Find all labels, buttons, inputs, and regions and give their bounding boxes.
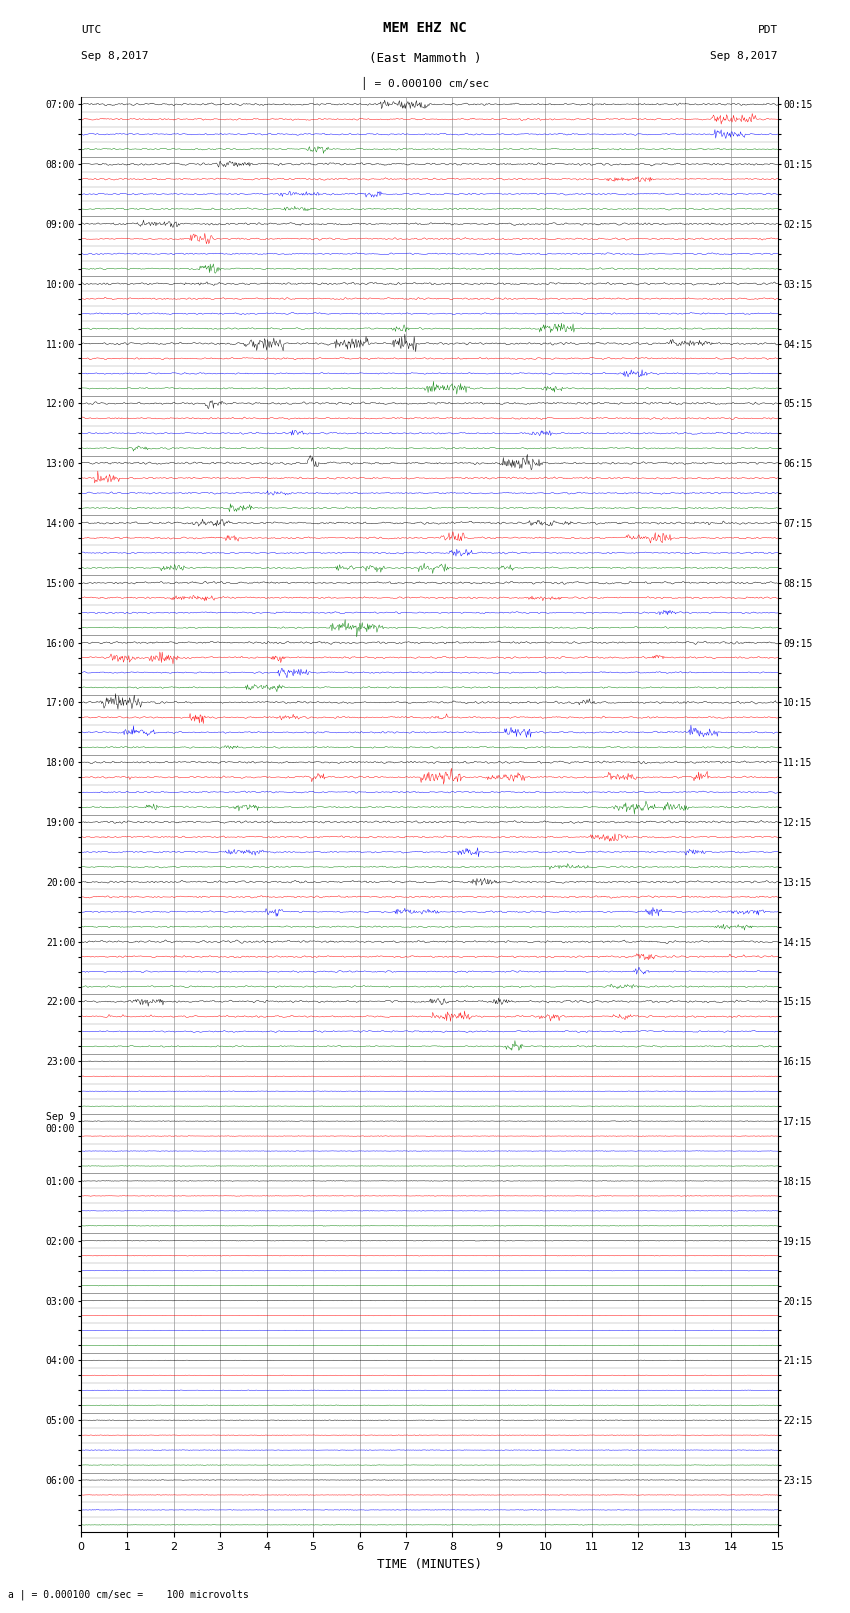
Text: PDT: PDT [757,26,778,35]
Text: │ = 0.000100 cm/sec: │ = 0.000100 cm/sec [361,77,489,90]
Text: (East Mammoth ): (East Mammoth ) [369,52,481,65]
Text: MEM EHZ NC: MEM EHZ NC [383,21,467,35]
Text: Sep 8,2017: Sep 8,2017 [81,52,148,61]
Text: UTC: UTC [81,26,101,35]
Text: Sep 8,2017: Sep 8,2017 [711,52,778,61]
X-axis label: TIME (MINUTES): TIME (MINUTES) [377,1558,482,1571]
Text: a | = 0.000100 cm/sec =    100 microvolts: a | = 0.000100 cm/sec = 100 microvolts [8,1589,249,1600]
